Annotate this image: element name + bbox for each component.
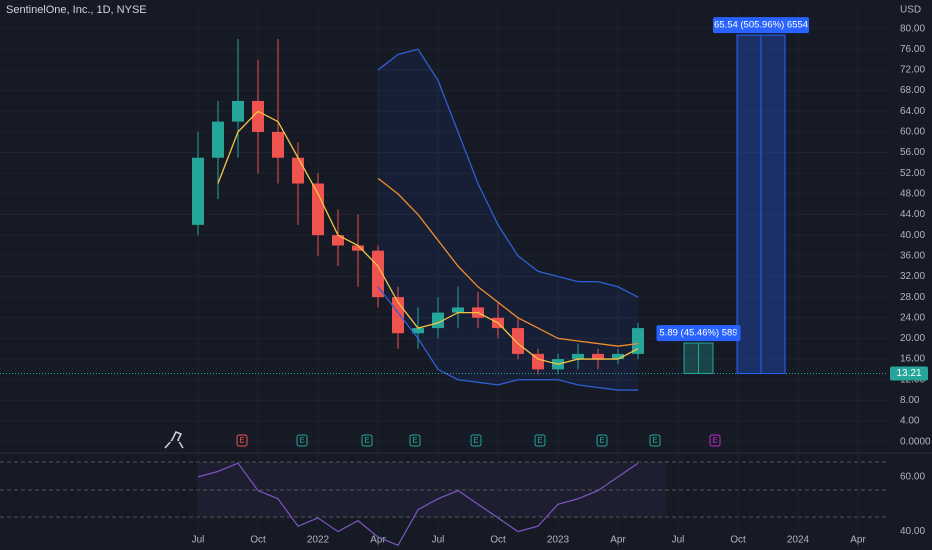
x-tick-label: Jul [672, 535, 685, 546]
y-tick-label: 64.00 [900, 106, 925, 117]
candle-body [612, 353, 624, 360]
earnings-label: E [473, 436, 478, 445]
y-tick-label: 0.0000 [900, 436, 931, 447]
measure-label: 5.89 (45.46%) 589 [659, 328, 737, 339]
x-tick-label: Oct [250, 535, 266, 546]
candle-body [592, 353, 604, 360]
earnings-label: E [712, 436, 717, 445]
x-tick-label: Oct [490, 535, 506, 546]
candle-body [632, 328, 644, 354]
x-tick-label: 2022 [307, 535, 330, 546]
earnings-marker [361, 434, 373, 447]
x-tick-label: Jul [192, 535, 205, 546]
x-tick-label: 2024 [787, 535, 810, 546]
earnings-marker [709, 434, 721, 447]
x-tick-label: Jul [432, 535, 445, 546]
candle-body [212, 121, 224, 158]
earnings-label: E [412, 436, 417, 445]
earnings-marker [596, 434, 608, 447]
candle-body [452, 307, 464, 313]
x-tick-label: Oct [730, 535, 746, 546]
candle-body [272, 131, 284, 158]
candle-body [192, 157, 204, 225]
candle-body [292, 157, 304, 184]
indicator-line [217, 110, 639, 365]
y-tick-label: 56.00 [900, 147, 925, 158]
y-tick-label: 28.00 [900, 292, 925, 303]
y-tick-label: 36.00 [900, 250, 925, 261]
candle-body [332, 235, 344, 246]
candle-body [312, 183, 324, 236]
y-tick-label: 72.00 [900, 65, 925, 76]
x-tick-label: Apr [610, 535, 626, 546]
y-tick-label: 48.00 [900, 189, 925, 200]
earnings-label: E [599, 436, 604, 445]
candle-body [512, 328, 524, 354]
earnings-label: E [239, 436, 244, 445]
price-tag-label: 13.21 [896, 368, 921, 379]
candle-body [252, 100, 264, 132]
rsi-pane [0, 455, 888, 550]
earnings-label: E [299, 436, 304, 445]
y-tick-label: 52.00 [900, 168, 925, 179]
candle-body [232, 100, 244, 122]
y-tick-label: 60.00 [900, 127, 925, 138]
candle-body [532, 353, 544, 370]
earnings-label: E [652, 436, 657, 445]
earnings-marker [470, 434, 482, 447]
y-tick-label: 32.00 [900, 271, 925, 282]
y-tick-label: 4.00 [900, 416, 920, 427]
candle-body [572, 353, 584, 360]
candle-body [412, 328, 424, 334]
chart-title: SentinelOne, Inc., 1D, NYSE [6, 4, 147, 16]
earnings-marker [409, 434, 421, 447]
measure-label: 65.54 (505.96%) 6554 [714, 20, 808, 31]
x-tick-label: Apr [850, 535, 866, 546]
rsi-tick-label: 40.00 [900, 526, 925, 537]
y-tick-label: 20.00 [900, 333, 925, 344]
currency: USD [900, 5, 921, 16]
measure-tag [713, 17, 809, 34]
y-tick-label: 24.00 [900, 312, 925, 323]
price-tag [890, 366, 928, 381]
band-fill [378, 49, 638, 391]
earnings-marker [236, 434, 248, 447]
y-tick-label: 44.00 [900, 209, 925, 220]
indicator-line [377, 177, 639, 347]
earnings-marker [534, 434, 546, 447]
x-tick-label: Apr [370, 535, 386, 546]
earnings-marker [296, 434, 308, 447]
x-tick-label: 2023 [547, 535, 570, 546]
y-tick-label: 8.00 [900, 395, 920, 406]
y-tick-label: 40.00 [900, 230, 925, 241]
rsi-line [197, 462, 639, 547]
y-tick-label: 16.00 [900, 354, 925, 365]
earnings-label: E [537, 436, 542, 445]
y-tick-label: 76.00 [900, 44, 925, 55]
indicator-line [377, 286, 638, 391]
indicator-line [377, 48, 639, 298]
rsi-tick-label: 60.00 [900, 472, 925, 483]
y-tick-label: 80.00 [900, 23, 925, 34]
candle-body [352, 245, 364, 251]
earnings-marker [649, 434, 661, 447]
measure-tag [656, 325, 741, 342]
y-tick-label: 68.00 [900, 85, 925, 96]
earnings-label: E [364, 436, 369, 445]
